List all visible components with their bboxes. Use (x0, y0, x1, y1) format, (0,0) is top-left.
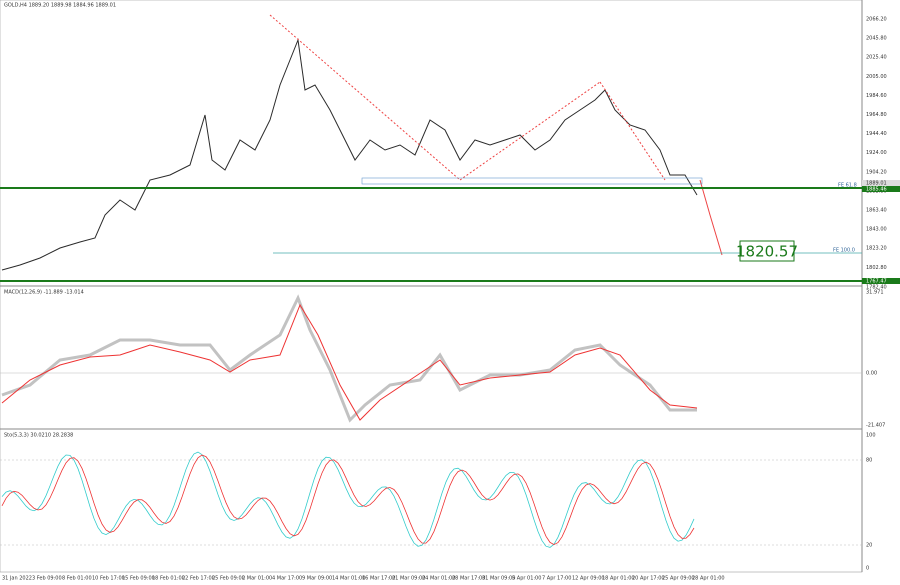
price-level: 1767.47 (866, 279, 887, 285)
stoch-axis: 100 (866, 433, 876, 439)
fib-line (269, 14, 461, 181)
price-label: 1843.00 (866, 227, 887, 233)
price-tag (862, 180, 900, 186)
price-tag (862, 186, 900, 192)
time-label: 22 Feb 17:00 (182, 576, 215, 582)
time-label: 28 Apr 01:00 (692, 576, 725, 582)
time-label: 10 Feb 17:00 (92, 576, 125, 582)
stoch-axis: 80 (866, 458, 872, 464)
fe-label: FE 100.0 (833, 248, 855, 254)
price-label: 1863.40 (866, 208, 887, 214)
price-level: 1885.46 (866, 187, 887, 193)
time-label: 28 Mar 17:00 (452, 576, 485, 582)
time-label: 5 Apr 01:00 (512, 576, 541, 582)
price-label: 1944.40 (866, 131, 887, 137)
price-label: 1904.20 (866, 169, 887, 175)
time-label: 4 Mar 17:00 (272, 576, 302, 582)
projection-arrow (699, 179, 723, 256)
fe-label: FE 61.8 (838, 183, 857, 189)
time-label: 12 Apr 09:00 (572, 576, 605, 582)
macd-signal (1, 303, 698, 421)
price-label: 2045.80 (866, 36, 887, 42)
price-label: 2005.00 (866, 74, 887, 80)
time-label: 18 Feb 01:00 (152, 576, 185, 582)
time-label: 14 Mar 01:00 (332, 576, 365, 582)
price-label: 1802.80 (866, 265, 887, 271)
time-label: 21 Mar 09:00 (392, 576, 425, 582)
time-label: 25 Apr 09:00 (662, 576, 695, 582)
price-label: 1782.40 (866, 285, 887, 291)
target-box (739, 240, 795, 262)
fib-line (459, 81, 601, 181)
fib-line (599, 81, 666, 181)
time-label: 18 Apr 01:00 (602, 576, 635, 582)
target-label: 1820.57 (736, 243, 798, 261)
zone-box (361, 177, 703, 185)
time-label: 31 Mar 09:00 (482, 576, 515, 582)
time-label: 2 Mar 01:00 (242, 576, 272, 582)
macd-axis: 0.00 (866, 371, 877, 377)
price-label: 2066.20 (866, 17, 887, 23)
time-label: 24 Mar 01:00 (422, 576, 455, 582)
indicator-label: MACD(12,26,9) -11.889 -13.014 (4, 290, 84, 296)
time-label: 31 Jan 2022 (2, 576, 32, 582)
time-label: 20 Apr 17:00 (632, 576, 665, 582)
time-label: 16 Mar 17:00 (362, 576, 395, 582)
time-label: 9 Mar 09:00 (302, 576, 332, 582)
time-label: 3 Feb 09:00 (32, 576, 62, 582)
stoch-axis: 20 (866, 543, 872, 549)
price-tag (862, 278, 900, 284)
time-label: 15 Feb 09:00 (122, 576, 155, 582)
stoch-d (1, 454, 695, 546)
macd-axis: 31.971 (866, 290, 884, 296)
price-label: 1924.00 (866, 150, 887, 156)
price-path (1, 38, 698, 271)
time-label: 25 Feb 09:00 (212, 576, 245, 582)
price-label: 1964.80 (866, 112, 887, 118)
price-label: 1984.60 (866, 93, 887, 99)
stoch-axis: 0 (866, 566, 869, 572)
stoch-k (1, 451, 695, 548)
time-label: 7 Apr 17:00 (542, 576, 571, 582)
chart-header: GOLD,H4 1889.20 1889.98 1884.96 1889.01 (4, 3, 116, 9)
macd-histogram (1, 294, 697, 423)
macd-axis: -21.407 (866, 423, 885, 429)
time-label: 8 Feb 01:00 (62, 576, 92, 582)
price-label: 1823.20 (866, 246, 887, 252)
price-label: 2025.40 (866, 55, 887, 61)
indicator-label: Sto(5,3,3) 30.0210 28.2838 (4, 433, 73, 439)
price-current: 1889.01 (866, 181, 887, 187)
